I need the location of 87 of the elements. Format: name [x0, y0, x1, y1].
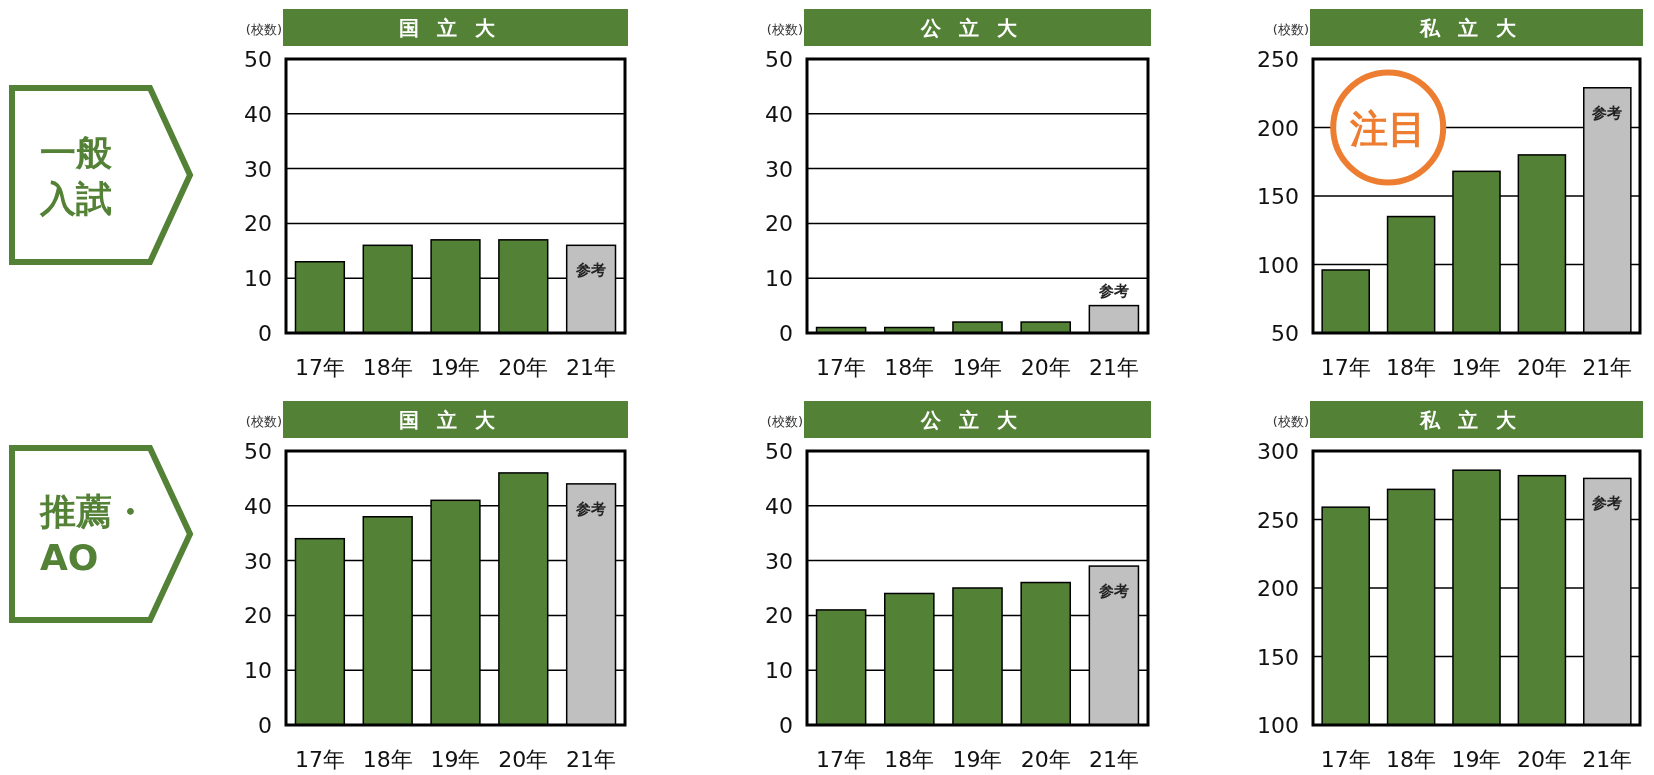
text: 一般 — [40, 132, 113, 173]
x-tick-label: 18年 — [884, 355, 935, 380]
x-tick-label: 21年 — [1088, 747, 1139, 772]
x-tick-label: 19年 — [1451, 747, 1502, 772]
x-tick-label: 19年 — [430, 747, 481, 772]
y-tick-label: 300 — [1257, 439, 1299, 464]
y-tick-label: 0 — [779, 713, 793, 738]
y-tick-label: 0 — [779, 321, 793, 346]
y-tick-label: 20 — [244, 603, 272, 629]
y-tick-label: 10 — [244, 658, 272, 684]
y-tick-label: 0 — [258, 321, 272, 346]
y-tick-label: 200 — [1257, 115, 1299, 141]
x-tick-label: 18年 — [884, 747, 935, 772]
chart-title: 私立大 — [1418, 407, 1534, 432]
y-tick-label: 10 — [765, 658, 793, 684]
x-tick-label: 18年 — [362, 355, 413, 380]
x-tick-label: 19年 — [1451, 355, 1502, 380]
y-tick-label: 20 — [765, 603, 793, 629]
y-tick-label: 200 — [1257, 576, 1299, 601]
y-tick-label: 10 — [765, 266, 793, 292]
y-axis-title: (校数) — [245, 414, 282, 429]
annotation: 注目 — [1349, 106, 1427, 151]
annotation: 参考 — [1591, 103, 1623, 122]
text: 入試 — [39, 178, 112, 219]
y-tick-label: 50 — [765, 439, 793, 464]
x-tick-label: 18年 — [362, 747, 413, 772]
chart-title: 公立大 — [919, 15, 1035, 40]
y-tick-label: 30 — [765, 548, 793, 574]
y-tick-label: 40 — [765, 101, 793, 127]
x-tick-label: 19年 — [952, 747, 1003, 772]
y-axis-title: (校数) — [1272, 22, 1309, 37]
text: 推薦・ — [39, 491, 148, 532]
x-tick-label: 18年 — [1386, 355, 1437, 380]
x-tick-label: 17年 — [816, 355, 867, 380]
y-tick-label: 20 — [244, 211, 272, 237]
y-tick-label: 250 — [1257, 47, 1299, 72]
x-tick-label: 20年 — [1516, 355, 1567, 380]
x-tick-label: 21年 — [1088, 355, 1139, 380]
y-axis-title: (校数) — [766, 22, 803, 37]
x-tick-label: 21年 — [1582, 355, 1633, 380]
x-tick-label: 17年 — [1320, 355, 1371, 380]
y-tick-label: 150 — [1257, 184, 1299, 209]
x-tick-label: 17年 — [1320, 747, 1371, 772]
y-tick-label: 20 — [765, 211, 793, 237]
annotation: 参考 — [575, 261, 607, 280]
y-tick-label: 30 — [244, 548, 272, 574]
text: AO — [40, 537, 99, 578]
y-tick-label: 50 — [244, 439, 272, 464]
y-tick-label: 100 — [1257, 713, 1299, 738]
x-tick-label: 20年 — [1516, 747, 1567, 772]
y-tick-label: 40 — [244, 493, 272, 519]
x-tick-label: 21年 — [566, 355, 617, 380]
y-tick-label: 250 — [1257, 507, 1299, 533]
y-axis-title: (校数) — [1272, 414, 1309, 429]
x-tick-label: 21年 — [566, 747, 617, 772]
x-tick-label: 21年 — [1582, 747, 1633, 772]
x-tick-label: 20年 — [1020, 355, 1071, 380]
chart-title: 私立大 — [1418, 15, 1534, 40]
x-tick-label: 17年 — [816, 747, 867, 772]
y-axis-title: (校数) — [766, 414, 803, 429]
annotation: 参考 — [575, 499, 607, 518]
x-tick-label: 17年 — [294, 747, 345, 772]
y-tick-label: 40 — [765, 493, 793, 519]
annotation: 参考 — [1097, 281, 1129, 300]
chart-title: 国立大 — [398, 15, 513, 40]
annotation: 参考 — [1097, 582, 1129, 601]
x-tick-label: 17年 — [294, 355, 345, 380]
y-tick-label: 100 — [1257, 252, 1299, 278]
y-tick-label: 50 — [1271, 321, 1299, 346]
x-tick-label: 20年 — [498, 747, 549, 772]
x-tick-label: 18年 — [1386, 747, 1437, 772]
y-tick-label: 10 — [244, 266, 272, 292]
x-tick-label: 19年 — [430, 355, 481, 380]
y-tick-label: 50 — [244, 47, 272, 72]
y-tick-label: 30 — [765, 156, 793, 182]
y-tick-label: 0 — [258, 713, 272, 738]
y-axis-title: (校数) — [245, 22, 282, 37]
annotation: 参考 — [1591, 494, 1623, 513]
y-tick-label: 150 — [1257, 644, 1299, 670]
chart-title: 国立大 — [398, 407, 513, 432]
y-tick-label: 30 — [244, 156, 272, 182]
y-tick-label: 40 — [244, 101, 272, 127]
chart-title: 公立大 — [919, 407, 1035, 432]
x-tick-label: 19年 — [952, 355, 1003, 380]
x-tick-label: 20年 — [1020, 747, 1071, 772]
y-tick-label: 50 — [765, 47, 793, 72]
x-tick-label: 20年 — [498, 355, 549, 380]
